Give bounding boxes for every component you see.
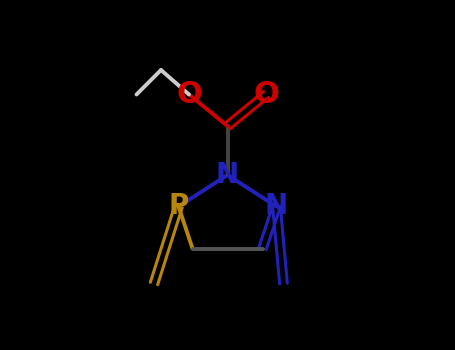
Text: N: N (265, 193, 288, 220)
Text: O: O (253, 80, 279, 109)
Text: P: P (168, 193, 189, 220)
Text: O: O (176, 80, 202, 109)
Text: N: N (216, 161, 239, 189)
